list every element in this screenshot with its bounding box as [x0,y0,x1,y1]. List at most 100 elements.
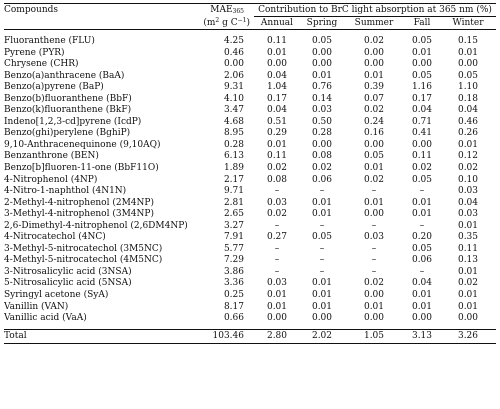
compound-name: 3-Methyl-5-nitrocatechol (3M5NC) [4,243,163,254]
contribution-annual: 0.27 [266,232,288,243]
contribution-fall: – [419,186,425,197]
compounds-header: Compounds [4,3,192,17]
contribution-summer: 0.00 [363,313,385,324]
contribution-spring: 0.03 [311,105,333,116]
compound-name: Vanillic acid (VaA) [4,313,87,324]
contribution-fall: 0.17 [411,93,433,104]
table-row: Benzo(b)fluoranthene (BbF) 4.10 0.17 0.14 0.… [4,94,496,106]
contribution-fall: 0.01 [411,197,433,208]
contribution-winter: 0.00 [457,59,479,70]
col-summer: Summer [344,16,404,30]
contribution-fall: 0.05 [411,36,433,46]
compound-name: 4-Nitrocatechol (4NC) [4,232,106,243]
mae-value: 3.86 [223,266,244,277]
mae-value: 9.31 [223,82,244,93]
contribution-fall: 0.02 [411,163,433,174]
compound-name: Benzanthrone (BEN) [4,151,99,162]
compound-name: 2-Methyl-4-nitrophenol (2M4NP) [4,197,154,208]
contribution-summer: – [371,255,377,266]
header-row-2: (m2 g C−1) Annual Spring Summer Fall Win… [4,16,496,30]
contribution-spring: 0.14 [311,93,333,104]
contribution-summer: 0.16 [363,128,385,139]
mae-unit-header: (m2 g C−1) [192,16,254,30]
contribution-summer: – [371,186,377,197]
mae-value: 2.06 [223,70,244,81]
contribution-summer: 0.00 [363,139,385,150]
mae-header: MAE365 [192,3,254,17]
contribution-summer: 0.01 [363,70,385,81]
contribution-fall: 0.11 [411,151,433,162]
contribution-fall: 1.16 [411,82,433,93]
contribution-annual: 0.51 [266,116,288,127]
contribution-winter: 0.03 [457,209,479,220]
compound-name: Pyrene (PYR) [4,47,65,58]
contribution-summer: 0.01 [363,163,385,174]
contribution-annual: 0.03 [266,197,288,208]
mae-value: 8.95 [223,128,244,139]
mae-value: 0.66 [223,313,244,324]
contribution-summer: 0.07 [363,93,385,104]
contribution-fall: 0.01 [411,290,433,301]
contribution-winter: 0.18 [457,93,479,104]
contribution-summer: 0.01 [363,197,385,208]
compound-name: 4-Nitro-1-naphthol (4N1N) [4,186,127,197]
mae-value: 3.47 [223,105,244,116]
mae-value: 3.36 [223,278,244,289]
compound-name: 5-Nitrosalicylic acid (5NSA) [4,278,132,289]
contribution-spring: 0.01 [311,209,333,220]
contribution-annual: 0.29 [266,128,288,139]
contribution-winter: 0.02 [457,278,479,289]
mae-value: 0.25 [223,290,244,301]
table-row: 4-Methyl-5-nitrocatechol (4M5NC) 7.29 – – – 0… [4,255,496,267]
contribution-annual: 0.08 [266,174,288,185]
mae-value: 8.17 [223,301,244,312]
mae-value: 9.71 [223,186,244,197]
table-row: 9,10-Anthracenequinone (9,10AQ) 0.28 0.01 0… [4,140,496,152]
table-body: Fluoranthene (FLU) 4.25 0.11 0.05 0.02 0.05 0.… [4,30,496,325]
compound-name: Vanillin (VAN) [4,301,69,312]
contribution-spring: 0.00 [311,47,333,58]
compound-name: 3-Nitrosalicylic acid (3NSA) [4,266,132,277]
table-row: 3-Methyl-4-nitrophenol (3M4NP) 2.65 0.02 0.… [4,209,496,221]
contribution-fall: 0.04 [411,105,433,116]
compound-name: 4-Methyl-5-nitrocatechol (4M5NC) [4,255,163,266]
table-row: Benzanthrone (BEN) 6.13 0.11 0.08 0.05 0.11 0.… [4,151,496,163]
contribution-annual: 0.01 [266,139,288,150]
compound-name: Benzo[b]fluoren-11-one (BbF11O) [4,163,159,174]
contribution-summer: 0.00 [363,209,385,220]
table-row: Syringyl acetone (SyA) 0.25 0.01 0.01 0.00 0.… [4,290,496,302]
contribution-spring: – [319,220,325,231]
contribution-annual: 0.02 [266,209,288,220]
table-row: 2,6-Dimethyl-4-nitrophenol (2,6DM4NP) 3.2… [4,221,496,233]
contribution-summer: 0.05 [363,151,385,162]
compound-name: Chrysene (CHR) [4,59,79,70]
contribution-winter: 0.02 [457,163,479,174]
contribution-summer: 0.39 [363,82,385,93]
contribution-winter: 0.01 [457,139,479,150]
contribution-annual: – [274,266,280,277]
contribution-summer: 0.00 [363,47,385,58]
mae-value: 2.81 [223,197,244,208]
contribution-fall: 0.00 [411,313,433,324]
col-spring: Spring [300,16,344,30]
contribution-spring: – [319,266,325,277]
contribution-summer: 0.00 [363,290,385,301]
contribution-spring: 0.01 [311,197,333,208]
contribution-summer: 0.02 [363,36,385,46]
total-fall: 3.13 [404,328,440,344]
compound-name: Benzo(ghi)perylene (BghiP) [4,128,131,139]
brc-absorption-table: Compounds MAE365 Contribution to BrC lig… [4,3,496,344]
contribution-annual: 0.00 [266,313,288,324]
mae-value: 4.68 [223,116,244,127]
compound-name: 3-Methyl-4-nitrophenol (3M4NP) [4,209,154,220]
table-total: Total 103.46 2.80 2.02 1.05 3.13 3.26 [4,325,496,344]
col-winter: Winter [440,16,496,30]
contribution-winter: 1.10 [457,82,479,93]
mae-value: 4.25 [223,36,244,46]
contribution-spring: 0.05 [311,232,333,243]
contribution-winter: 0.03 [457,186,479,197]
table-row: Vanillin (VAN) 8.17 0.01 0.01 0.01 0.01 0.01 [4,302,496,314]
contribution-winter: 0.35 [457,232,479,243]
compound-name: Benzo(a)pyrene (BaP) [4,82,104,93]
contribution-summer: 0.24 [363,116,385,127]
